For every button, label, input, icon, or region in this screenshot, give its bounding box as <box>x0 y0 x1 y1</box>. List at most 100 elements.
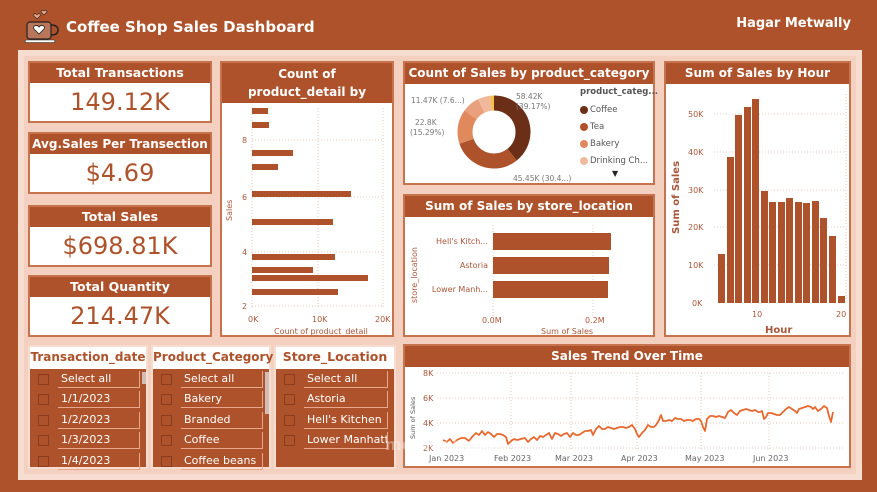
checkbox[interactable] <box>284 414 295 426</box>
dashboard-title: Coffee Shop Sales Dashboard <box>66 18 315 36</box>
slicer-option[interactable]: 1/1/2023 <box>30 390 146 411</box>
svg-text:30K: 30K <box>688 186 704 195</box>
svg-text:6: 6 <box>242 193 247 202</box>
svg-text:0K: 0K <box>692 299 703 308</box>
slicer-option[interactable]: Coffee beans <box>153 451 269 472</box>
svg-text:(15.29%): (15.29%) <box>410 128 445 137</box>
slicer-title: Store_Location <box>276 347 394 369</box>
slicer-product-category[interactable]: Product_Category Select all Bakery Brand… <box>151 345 273 472</box>
svg-text:11.47K (7.6...): 11.47K (7.6...) <box>411 96 465 105</box>
slicer-option[interactable]: Lower Manhatt... <box>276 431 394 452</box>
slicer-option[interactable]: 1/2/2023 <box>30 410 146 431</box>
slicer-option[interactable]: Select all <box>30 369 146 390</box>
kpi-label: Total Quantity <box>30 277 210 297</box>
legend-dot-icon <box>580 122 588 131</box>
svg-text:58.42K: 58.42K <box>516 92 543 101</box>
svg-text:20K: 20K <box>375 315 391 324</box>
kpi-total-sales: Total Sales $698.81K <box>28 205 212 267</box>
slicer-option[interactable]: Bakery <box>153 390 269 411</box>
chart-sales-trend[interactable]: Sales Trend Over Time 2K 4K 6K 8K Jan 20… <box>403 344 851 468</box>
svg-text:Sales: Sales <box>225 200 234 221</box>
legend-item-bakery[interactable]: Bakery <box>580 135 658 152</box>
svg-text:Jun 2023: Jun 2023 <box>752 454 788 463</box>
legend-item-tea[interactable]: Tea <box>580 118 658 135</box>
slicer-title: Product_Category <box>153 347 273 369</box>
svg-text:Sum of Sales: Sum of Sales <box>409 396 417 439</box>
kpi-label: Avg.Sales Per Transection <box>30 134 210 154</box>
donut-plot: 58.42K (39.17%) 45.45K (30.4...) 22.8K (… <box>410 92 572 183</box>
svg-text:Jan 2023: Jan 2023 <box>428 454 464 463</box>
chart-product-detail-by-sales[interactable]: Count of product_detail by Sales 8 6 4 2… <box>220 61 394 337</box>
legend-item-coffee[interactable]: Coffee <box>580 101 658 118</box>
svg-text:2: 2 <box>242 302 247 311</box>
store-bar-plot: Hell's Kitch... Astoria Lower Manh... 0.… <box>410 225 611 336</box>
checkbox[interactable] <box>161 435 172 447</box>
kpi-label: Total Sales <box>30 207 210 227</box>
checkbox[interactable] <box>284 373 295 385</box>
svg-text:8: 8 <box>242 136 247 145</box>
chart-title: Sum of Sales by store_location <box>405 196 653 217</box>
slicer-option[interactable]: 1/4/2023 <box>30 451 146 472</box>
legend-dot-icon <box>580 156 588 165</box>
chart-sales-by-hour[interactable]: Sum of Sales by Hour 0K 10K 20K 30K 40K … <box>664 61 851 337</box>
slicer-option[interactable]: 1/3/2023 <box>30 431 146 452</box>
slicer-transaction-date[interactable]: Transaction_date Select all 1/1/2023 1/2… <box>28 345 148 472</box>
author-name: Hagar Metwally <box>736 16 851 31</box>
kpi-value: $698.81K <box>62 232 178 260</box>
legend-dot-icon <box>580 139 588 148</box>
scrollbar[interactable] <box>142 372 146 384</box>
checkbox[interactable] <box>284 394 295 406</box>
svg-text:(39.17%): (39.17%) <box>516 102 551 111</box>
svg-text:Count of product_detail: Count of product_detail <box>274 327 368 335</box>
slicer-option[interactable]: Select all <box>276 369 394 390</box>
svg-text:Hell's Kitch...: Hell's Kitch... <box>436 237 488 246</box>
legend-more-arrow-icon[interactable]: ▼ <box>612 169 619 178</box>
checkbox[interactable] <box>161 394 172 406</box>
checkbox[interactable] <box>161 414 172 426</box>
checkbox[interactable] <box>38 435 49 447</box>
checkbox[interactable] <box>161 455 172 467</box>
slicer-option[interactable]: Coffee <box>153 431 269 452</box>
slicer-option[interactable]: Branded <box>153 410 269 431</box>
checkbox[interactable] <box>38 394 49 406</box>
svg-text:8K: 8K <box>423 369 434 378</box>
svg-text:2K: 2K <box>423 444 434 453</box>
legend-title: product_categ... <box>580 87 658 97</box>
svg-text:0.0M: 0.0M <box>482 316 502 325</box>
header: Coffee Shop Sales Dashboard Hagar Metwal… <box>0 0 877 50</box>
slicer-store-location[interactable]: Store_Location Select all Astoria Hell's… <box>274 345 396 469</box>
trend-line-plot: 2K 4K 6K 8K Jan 2023 Feb 2023 Mar 2023 A… <box>409 369 845 463</box>
legend-dot-icon <box>580 105 588 114</box>
svg-text:Sum of Sales: Sum of Sales <box>541 327 593 335</box>
svg-text:May 2023: May 2023 <box>685 454 724 463</box>
kpi-label: Total Transactions <box>30 63 210 83</box>
chart-sales-by-store[interactable]: Sum of Sales by store_location Hell's Ki… <box>403 194 655 337</box>
coffee-cup-heart-icon <box>24 9 59 43</box>
svg-text:Lower Manh...: Lower Manh... <box>432 285 488 294</box>
slicer-option[interactable]: Astoria <box>276 390 394 411</box>
svg-text:45.45K (30.4...): 45.45K (30.4...) <box>513 174 572 183</box>
slicer-option[interactable]: Select all <box>153 369 269 390</box>
svg-text:Feb 2023: Feb 2023 <box>494 454 531 463</box>
chart-title: Sales Trend Over Time <box>405 346 849 367</box>
svg-text:10K: 10K <box>688 261 704 270</box>
checkbox[interactable] <box>161 373 172 385</box>
checkbox[interactable] <box>38 373 49 385</box>
svg-text:Mar 2023: Mar 2023 <box>555 454 593 463</box>
svg-text:4K: 4K <box>423 419 434 428</box>
chart-sales-by-category[interactable]: Count of Sales by product_category 58.42… <box>403 61 658 185</box>
checkbox[interactable] <box>38 455 49 467</box>
kpi-avg-sales: Avg.Sales Per Transection $4.69 <box>28 132 212 194</box>
svg-text:store_location: store_location <box>410 247 419 303</box>
checkbox[interactable] <box>284 435 295 447</box>
scrollbar[interactable] <box>265 372 269 414</box>
legend-item-drinking-chocolate[interactable]: Drinking Ch... <box>580 152 658 169</box>
chart-title: Count of product_detail by Sales <box>222 63 392 117</box>
kpi-value: 214.47K <box>70 302 170 330</box>
slicer-option[interactable]: Hell's Kitchen <box>276 410 394 431</box>
kpi-total-transactions: Total Transactions 149.12K <box>28 61 212 123</box>
svg-text:40K: 40K <box>688 148 704 157</box>
chart-title: Sum of Sales by Hour <box>666 63 849 84</box>
svg-text:Apr 2023: Apr 2023 <box>621 454 658 463</box>
checkbox[interactable] <box>38 414 49 426</box>
